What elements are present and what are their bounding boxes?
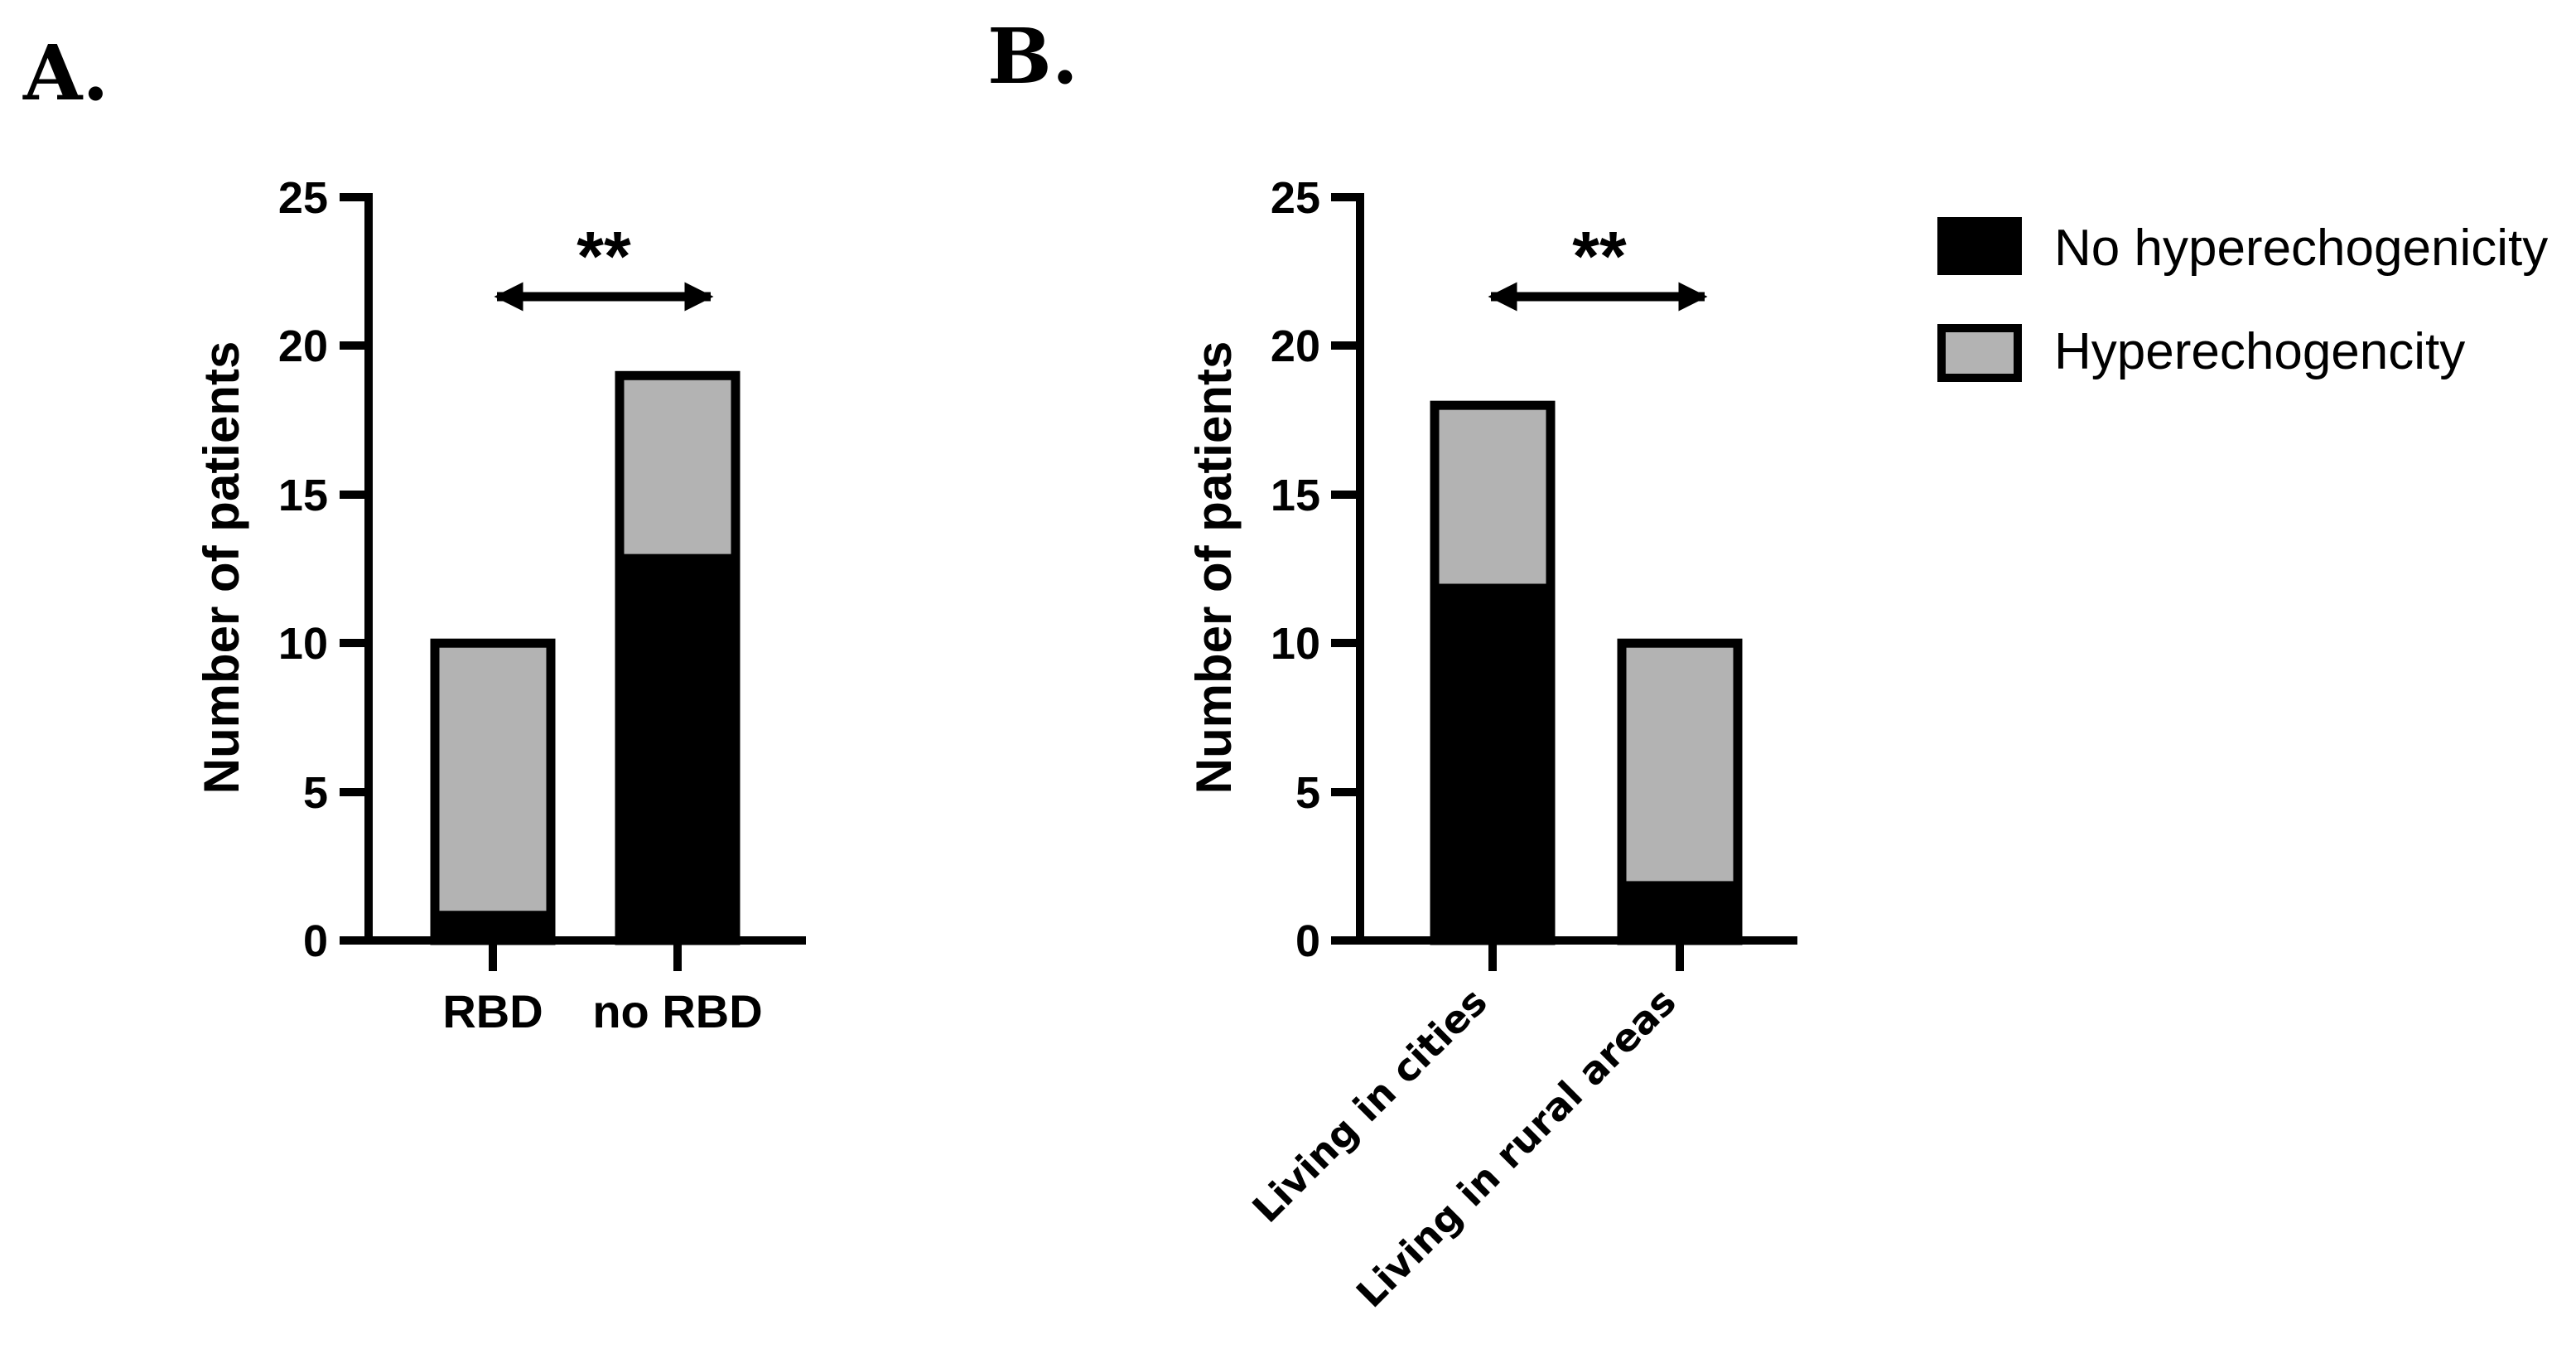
legend-label-no-hyperechogenicity: No hyperechogenicity bbox=[2054, 220, 2548, 277]
legend-swatch-hyperechogencity bbox=[1937, 324, 2022, 382]
panel-b-ytick-label: 5 bbox=[1295, 768, 1320, 818]
panel-b-ytick-label: 0 bbox=[1295, 916, 1320, 966]
panel-b-bar-segment bbox=[1435, 405, 1551, 584]
panel-b-category-label: Living in rural areas bbox=[1348, 979, 1685, 1317]
panel-a-ylabel: Number of patients bbox=[194, 341, 249, 795]
panel-b-y-ticks: 0 5 10 15 20 25 bbox=[1271, 173, 1360, 966]
panel-a-bar-segment bbox=[435, 911, 551, 940]
panel-a-ytick-label: 5 bbox=[303, 768, 328, 818]
panel-b-letter: B. bbox=[987, 12, 1078, 101]
panel-a-bar-segment bbox=[435, 643, 551, 911]
legend-label-hyperechogencity: Hyperechogencity bbox=[2054, 323, 2465, 380]
panel-a-y-ticks: 0 5 10 15 20 25 bbox=[278, 173, 369, 966]
panel-a-bar-segment bbox=[620, 375, 736, 554]
panel-a-category-label: RBD bbox=[442, 985, 543, 1037]
panel-a-ytick-label: 25 bbox=[278, 173, 328, 223]
panel-b-bars bbox=[1430, 400, 1743, 945]
panel-b-ytick-label: 25 bbox=[1271, 173, 1320, 223]
panel-b-bar-segment bbox=[1622, 643, 1738, 882]
panel-b-ytick-label: 20 bbox=[1271, 321, 1320, 371]
panel-a-ytick-label: 15 bbox=[278, 471, 328, 520]
panel-b-x-ticks: Living in cities Living in rural areas bbox=[1243, 940, 1685, 1317]
panel-a-bars bbox=[430, 370, 740, 945]
panel-b-ytick-label: 10 bbox=[1271, 619, 1320, 669]
panel-a-bar-segment bbox=[620, 553, 736, 940]
panel-b: B. Number of patients 0 5 10 15 20 25 Li… bbox=[987, 12, 1797, 1316]
panel-b-bar-segment bbox=[1622, 881, 1738, 940]
panel-b-ytick-label: 15 bbox=[1271, 471, 1320, 520]
panel-b-ylabel: Number of patients bbox=[1186, 341, 1242, 795]
panel-a-ytick-label: 0 bbox=[303, 916, 328, 966]
legend-swatch-no-hyperechogenicity bbox=[1937, 217, 2022, 275]
panel-a-category-label: no RBD bbox=[592, 985, 762, 1037]
panel-a-ytick-label: 20 bbox=[278, 321, 328, 371]
panel-b-significance-marker: ** bbox=[1572, 217, 1627, 295]
legend: No hyperechogenicity Hyperechogencity bbox=[1937, 217, 2548, 382]
panel-a-ytick-label: 10 bbox=[278, 619, 328, 669]
panel-a-letter: A. bbox=[22, 28, 109, 118]
panel-b-bar-segment bbox=[1435, 583, 1551, 940]
panel-a-significance-marker: ** bbox=[576, 217, 631, 295]
panel-a-x-ticks: RBD no RBD bbox=[442, 940, 763, 1037]
panel-a: A. Number of patients 0 5 10 15 20 25 RB… bbox=[22, 28, 806, 1037]
